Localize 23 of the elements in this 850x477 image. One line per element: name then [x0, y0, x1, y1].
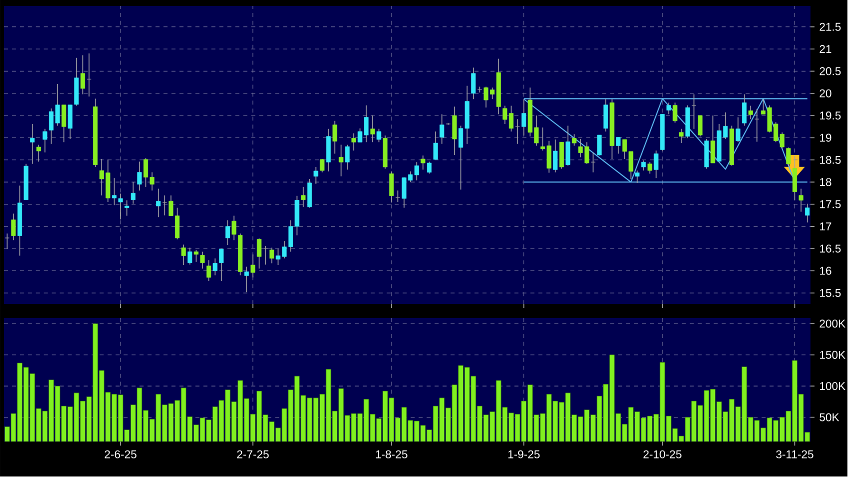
x-tick-label: 3-11-25	[776, 450, 814, 459]
y-tick-label: 21	[820, 45, 832, 54]
y-tick-label: 19.5	[820, 112, 841, 120]
y-tick-label: 17	[820, 222, 832, 231]
x-tick-label: 1-8-25	[376, 450, 408, 459]
y-tick-label: 15.5	[820, 289, 841, 298]
y-tick-label: 18	[820, 178, 832, 186]
y-tick-label: 17.5	[820, 200, 841, 208]
x-tick-label: 1-9-25	[508, 450, 540, 459]
x-tick-label: 2-6-25	[104, 450, 136, 459]
x-tick-label: 2-7-25	[237, 450, 269, 459]
x-tick-label: 2-10-25	[644, 450, 682, 459]
y-tick-label: 50K	[820, 414, 840, 422]
y-tick-label: 16	[820, 267, 832, 276]
y-tick-label: 100K	[820, 382, 846, 390]
y-tick-label: 20.5	[820, 67, 841, 76]
y-tick-label: 19	[820, 134, 832, 142]
y-tick-label: 21.5	[820, 23, 841, 32]
y-tick-label: 16.5	[820, 244, 841, 253]
y-tick-label: 18.5	[820, 156, 841, 164]
y-tick-label: 150K	[820, 351, 846, 360]
y-tick-label: 200K	[820, 320, 846, 328]
y-tick-label: 20	[820, 90, 832, 98]
